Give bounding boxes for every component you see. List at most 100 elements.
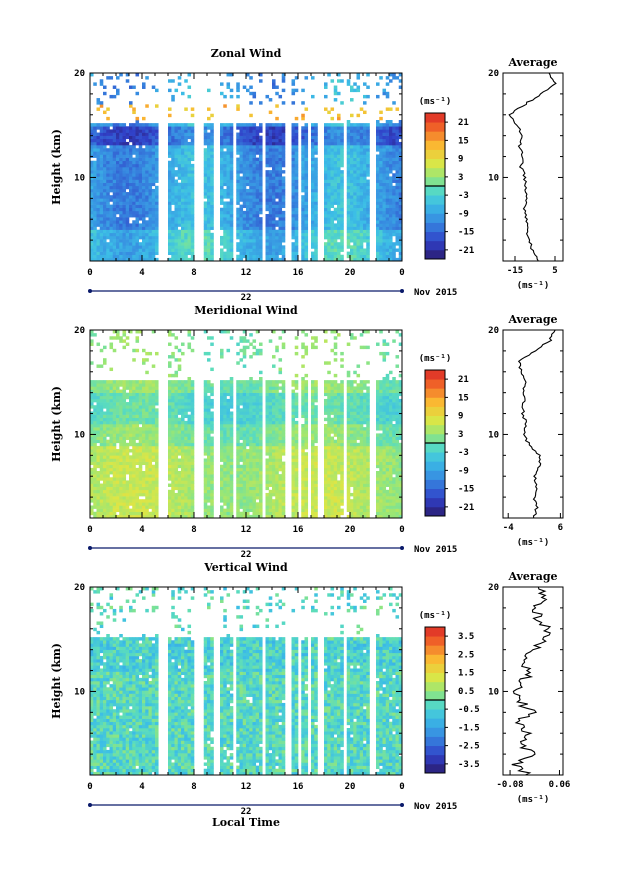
heatmap-cell	[259, 145, 263, 149]
heatmap-cell	[93, 163, 97, 168]
heatmap-cell	[363, 235, 367, 240]
heatmap-cell	[174, 424, 179, 428]
heatmap-cell	[246, 220, 250, 224]
heatmap-cell	[109, 505, 114, 509]
heatmap-cell	[330, 195, 335, 199]
heatmap-cell	[155, 408, 159, 412]
heatmap-cell	[337, 151, 341, 155]
heatmap-cell	[125, 436, 130, 440]
heatmap-cell	[119, 201, 123, 205]
heatmap-cell	[184, 474, 188, 478]
heatmap-cell	[135, 192, 140, 196]
heatmap-cell	[190, 455, 195, 459]
heatmap-cell	[301, 239, 305, 243]
heatmap-cell	[255, 235, 260, 240]
heatmap-cell	[340, 210, 344, 215]
heatmap-cell	[385, 167, 390, 171]
heatmap-cell	[122, 496, 127, 500]
heatmap-cell	[229, 220, 234, 224]
heatmap-cell	[109, 132, 114, 136]
heatmap-cell	[177, 392, 182, 397]
heatmap-cell	[109, 170, 114, 174]
heatmap-cell	[135, 245, 140, 249]
heatmap-cell	[385, 182, 390, 187]
heatmap-cell	[207, 223, 211, 227]
heatmap-cell	[272, 254, 276, 259]
heatmap-cell	[181, 445, 185, 450]
heatmap-cell	[151, 163, 156, 168]
heatmap-cell	[106, 496, 110, 500]
heatmap-cell	[174, 248, 179, 252]
heatmap-cell	[103, 442, 107, 447]
heatmap-cell	[132, 499, 136, 503]
heatmap-cell	[174, 458, 179, 462]
heatmap-cell	[181, 176, 185, 180]
heatmap-cell	[395, 229, 400, 234]
heatmap-cell	[148, 395, 153, 400]
heatmap-cell	[155, 383, 159, 387]
heatmap-cell	[171, 192, 175, 196]
heatmap-cell	[181, 220, 185, 224]
heatmap-cell	[278, 239, 283, 243]
heatmap-cell	[220, 135, 224, 140]
heatmap-cell	[187, 414, 192, 419]
heatmap-cell	[278, 157, 283, 162]
heatmap-cell	[155, 417, 159, 422]
heatmap-cell	[190, 239, 195, 243]
heatmap-cell	[142, 455, 146, 459]
heatmap-cell	[252, 207, 257, 212]
heatmap-cell	[398, 192, 403, 196]
heatmap-cell	[171, 483, 175, 487]
heatmap-cell	[314, 254, 318, 259]
heatmap-cell	[220, 201, 224, 205]
heatmap-cell	[119, 474, 123, 478]
heatmap-cell	[223, 229, 227, 234]
heatmap-cell	[366, 135, 370, 140]
heatmap-cell	[99, 239, 104, 243]
heatmap-cell	[333, 151, 338, 155]
heatmap-cell	[379, 138, 383, 143]
heatmap-cell	[112, 170, 117, 174]
heatmap-cell	[301, 88, 305, 93]
heatmap-cell	[168, 138, 172, 143]
heatmap-cell	[275, 129, 279, 133]
heatmap-cell	[181, 182, 185, 187]
heatmap-cell	[90, 433, 94, 437]
colorbar-swatch	[425, 213, 445, 223]
heatmap-cell	[366, 94, 370, 99]
heatmap-cell	[125, 176, 130, 180]
heatmap-cell	[90, 455, 94, 459]
heatmap-cell	[356, 85, 361, 89]
heatmap-cell	[265, 141, 270, 146]
heatmap-cell	[223, 210, 227, 215]
heatmap-cell	[366, 173, 370, 177]
heatmap-cell	[132, 182, 136, 187]
heatmap-cell	[129, 257, 133, 262]
heatmap-cell	[366, 157, 370, 162]
heatmap-cell	[109, 439, 114, 444]
heatmap-cell	[363, 154, 367, 158]
heatmap-cell	[220, 163, 224, 168]
heatmap-cell	[327, 198, 331, 202]
heatmap-cell	[109, 248, 114, 252]
heatmap-cell	[142, 402, 146, 406]
heatmap-cell	[252, 170, 257, 174]
heatmap-cell	[177, 185, 182, 190]
heatmap-cell	[177, 232, 182, 237]
heatmap-cell	[252, 192, 257, 196]
heatmap-cell	[301, 113, 305, 118]
heatmap-cell	[272, 154, 276, 158]
heatmap-cell	[112, 135, 117, 140]
heatmap-cell	[151, 148, 156, 152]
heatmap-cell	[184, 107, 188, 111]
heatmap-cell	[125, 145, 130, 149]
heatmap-cell	[207, 235, 211, 240]
heatmap-cell	[340, 132, 344, 136]
heatmap-cell	[226, 220, 231, 224]
heatmap-cell	[145, 257, 149, 262]
heatmap-cell	[129, 455, 133, 459]
heatmap-cell	[268, 170, 273, 174]
heatmap-cell	[109, 433, 114, 437]
heatmap-cell	[207, 157, 211, 162]
heatmap-cell	[252, 160, 257, 165]
